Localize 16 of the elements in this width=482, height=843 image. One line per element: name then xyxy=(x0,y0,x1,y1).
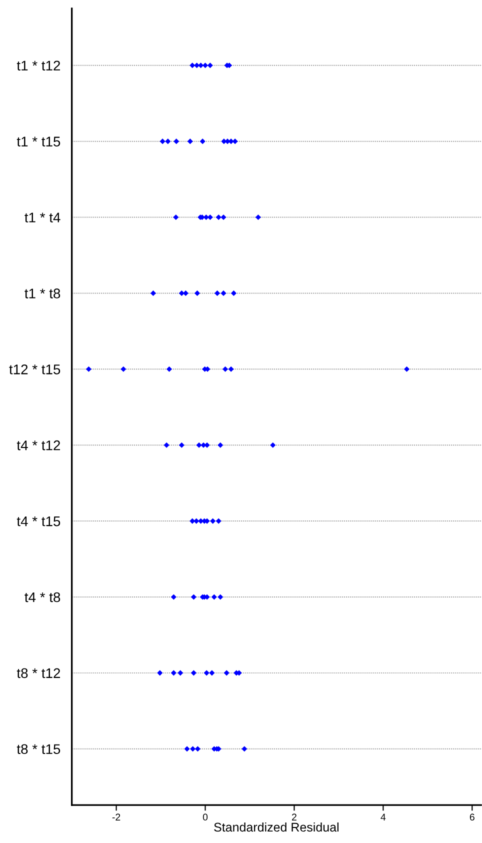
x-tick-label: 4 xyxy=(380,814,386,820)
y-tick-label: t1 * t8 xyxy=(24,288,60,298)
y-tick-label: t1 * t4 xyxy=(24,212,60,222)
y-tick-label: t4 * t15 xyxy=(16,516,60,526)
x-tick-label: 2 xyxy=(292,814,296,820)
x-tick-label: -2 xyxy=(112,814,120,820)
x-axis-title: Standardized Residual xyxy=(214,822,338,832)
y-tick-label: t12 * t15 xyxy=(9,364,60,374)
y-tick-label: t8 * t12 xyxy=(16,668,60,678)
y-tick-label: t1 * t12 xyxy=(16,60,60,71)
y-tick-label: t4 * t8 xyxy=(24,592,60,602)
y-tick-label: t4 * t12 xyxy=(16,440,60,450)
x-tick-label: 6 xyxy=(470,814,474,821)
y-tick-label: t8 * t15 xyxy=(16,744,60,754)
y-tick-label: t1 * t15 xyxy=(16,136,60,146)
x-tick-label: 0 xyxy=(202,814,208,821)
